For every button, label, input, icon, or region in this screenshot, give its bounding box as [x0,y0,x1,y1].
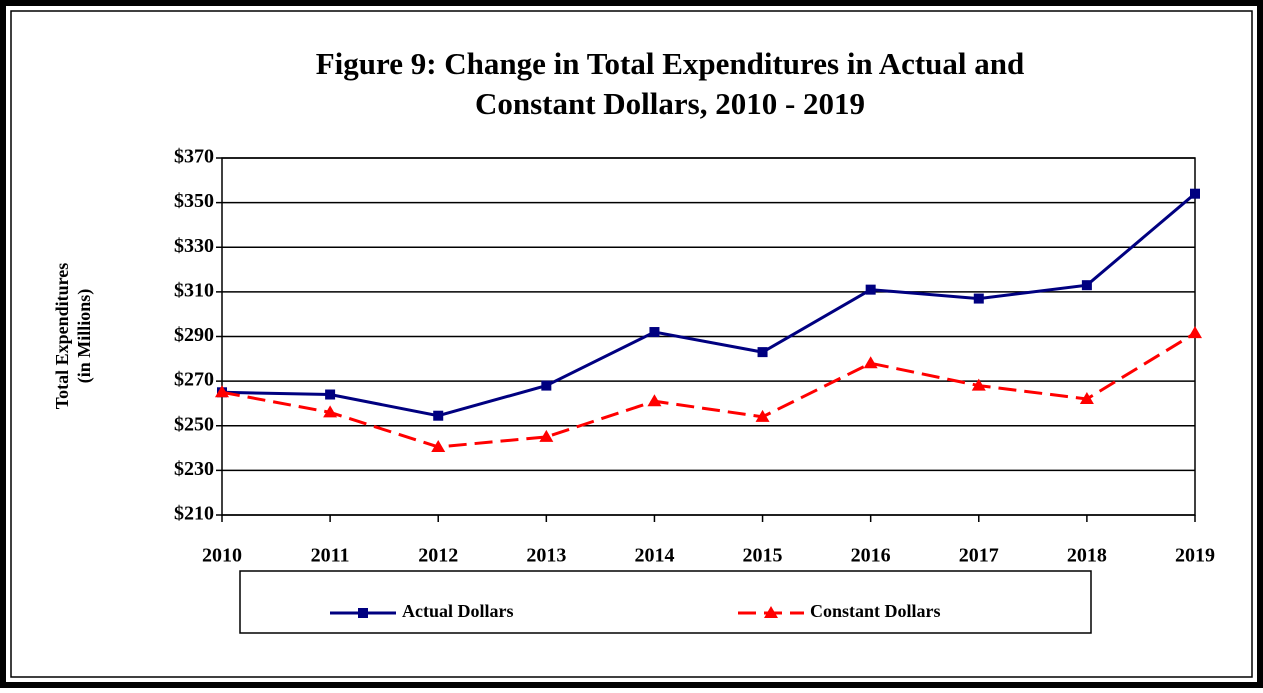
marker [433,410,444,421]
marker [431,439,446,452]
series-line [221,331,1196,449]
marker [358,608,368,618]
x-tick-label: 2012 [418,545,458,567]
legend-box [239,570,1092,634]
y-tick-label: $250 [174,413,214,435]
marker [757,347,768,358]
y-tick-label: $270 [174,369,214,391]
x-tick-label: 2018 [1067,545,1107,567]
marker [323,405,338,418]
chart-title: Constant Dollars, 2010 - 2019 [475,86,865,121]
y-axis-title-line: Total Expenditures [52,263,72,410]
marker [649,327,660,338]
y-tick-label: $230 [174,458,214,480]
y-tick-label: $350 [174,190,214,212]
marker [647,394,662,407]
x-tick-label: 2016 [851,545,891,567]
marker [755,409,770,422]
inner-border [10,10,1253,678]
y-tick-label: $310 [174,279,214,301]
x-tick-label: 2014 [634,545,674,567]
marker [215,385,229,398]
y-tick-label: $370 [174,146,214,168]
marker [1190,188,1200,199]
x-tick-label: 2013 [526,545,566,567]
x-tick-label: 2015 [743,545,783,567]
marker [539,429,554,442]
y-tick-label: $330 [174,235,214,257]
y-axis-title-line: (in Millions) [74,289,95,384]
chart-title: Figure 9: Change in Total Expenditures i… [316,46,1025,81]
marker [973,293,984,304]
marker [1079,391,1094,404]
y-tick-label: $210 [174,503,214,525]
y-axis-title: Total Expenditures (in Millions) [52,263,95,410]
marker [865,284,876,295]
marker [325,389,336,400]
legend-label: Actual Dollars [402,601,514,621]
marker [971,378,986,391]
x-tick-label: 2010 [202,545,242,567]
marker [863,356,878,369]
legend-label: Constant Dollars [810,601,941,621]
series-line [221,192,1196,418]
marker [764,606,778,618]
y-tick-label: $290 [174,324,214,346]
marker [1188,326,1202,339]
x-tick-label: 2017 [959,545,999,567]
marker [541,380,552,391]
marker [1081,280,1092,291]
x-tick-label: 2019 [1175,545,1215,567]
x-tick-label: 2011 [311,545,350,567]
